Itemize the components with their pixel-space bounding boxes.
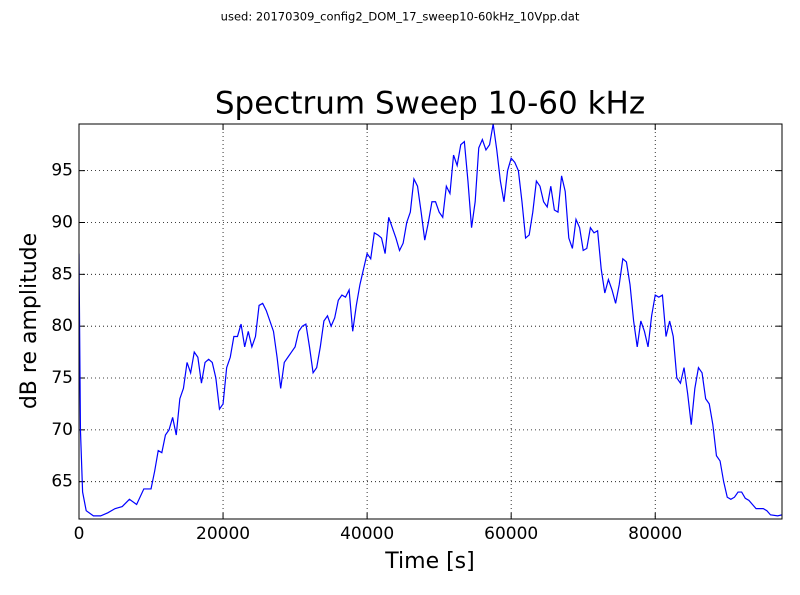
suptitle: used: 20170309_config2_DOM_17_sweep10-60… bbox=[221, 10, 580, 24]
y-tick-label: 85 bbox=[51, 264, 73, 284]
y-tick-label: 90 bbox=[51, 212, 73, 232]
data-line bbox=[79, 124, 782, 517]
x-tick-label: 20000 bbox=[196, 524, 250, 544]
y-tick-label: 95 bbox=[51, 161, 73, 181]
x-axis-label: Time [s] bbox=[384, 549, 474, 574]
y-tick-label: 80 bbox=[51, 316, 73, 336]
plot-frame bbox=[78, 123, 783, 520]
x-tick-label: 60000 bbox=[484, 524, 538, 544]
x-tick-label: 80000 bbox=[628, 524, 682, 544]
y-tick-label: 70 bbox=[51, 420, 73, 440]
y-tick-label: 65 bbox=[51, 472, 73, 492]
x-tick-label: 0 bbox=[74, 524, 85, 544]
x-tick-label: 40000 bbox=[340, 524, 394, 544]
chart-title: Spectrum Sweep 10-60 kHz bbox=[215, 86, 645, 122]
y-axis-label: dB re amplitude bbox=[17, 233, 42, 409]
y-tick-label: 75 bbox=[51, 368, 73, 388]
